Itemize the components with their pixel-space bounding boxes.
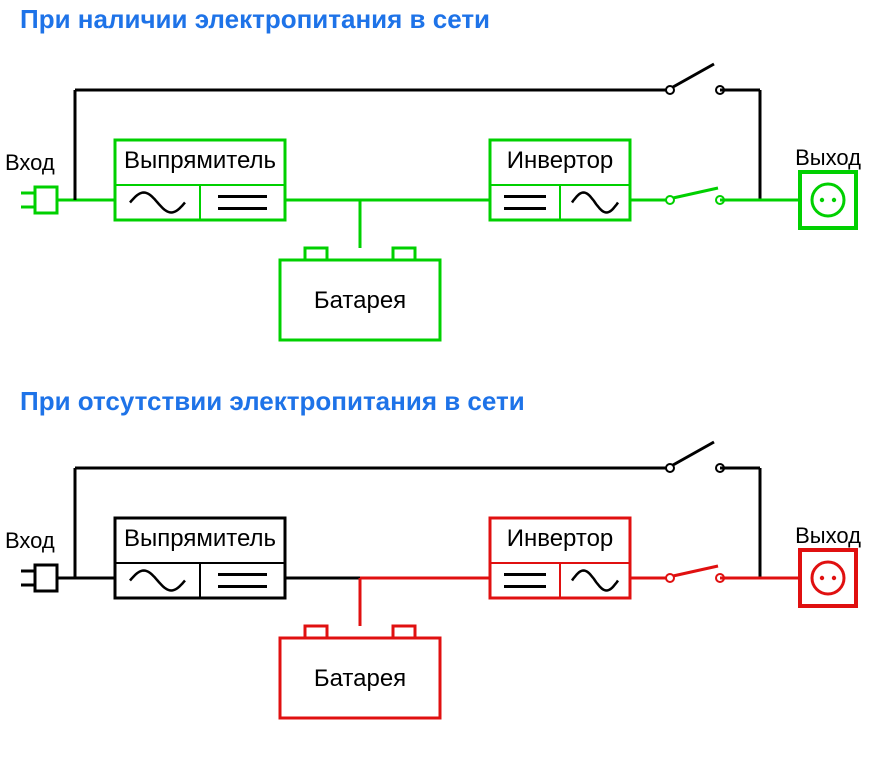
svg-text:Батарея: Батарея (314, 665, 406, 692)
svg-text:При наличии электропитания в с: При наличии электропитания в сети (20, 4, 490, 34)
svg-text:Выпрямитель: Выпрямитель (124, 525, 276, 552)
svg-text:Выход: Выход (795, 523, 861, 548)
svg-text:Инвертор: Инвертор (507, 147, 614, 174)
svg-text:При отсутствии электропитания: При отсутствии электропитания в сети (20, 386, 525, 416)
svg-text:Выпрямитель: Выпрямитель (124, 147, 276, 174)
svg-text:Вход: Вход (5, 528, 55, 553)
svg-text:Батарея: Батарея (314, 287, 406, 314)
svg-text:Вход: Вход (5, 150, 55, 175)
svg-text:Выход: Выход (795, 145, 861, 170)
svg-text:Инвертор: Инвертор (507, 525, 614, 552)
